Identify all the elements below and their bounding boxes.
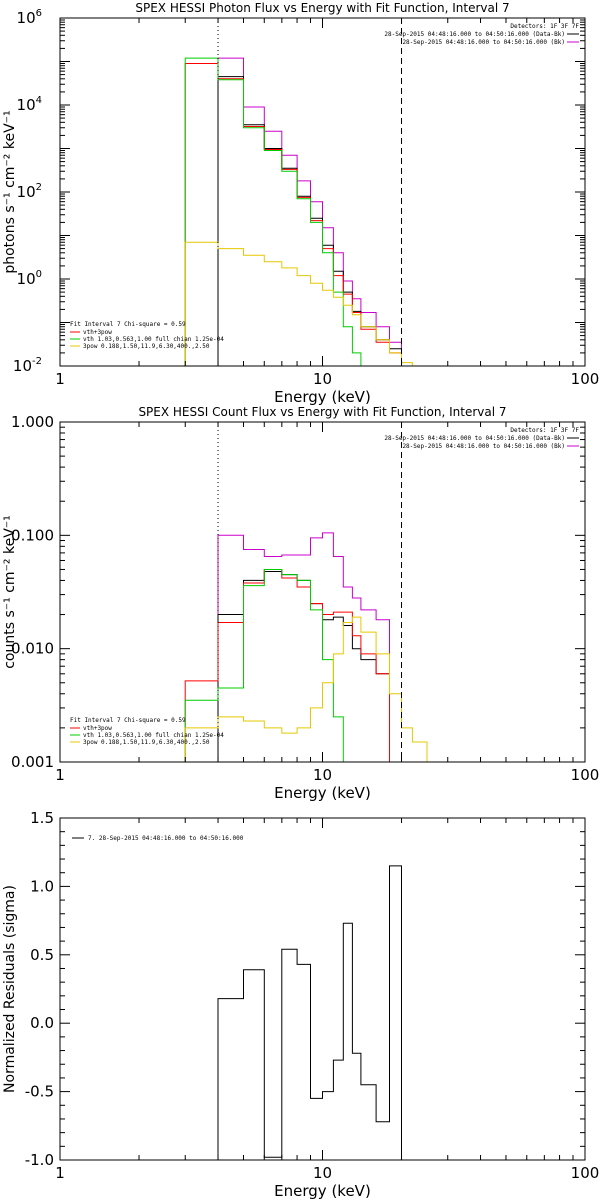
series-1-line xyxy=(217,865,402,1160)
series-5-line xyxy=(184,241,428,366)
y-tick-label: 0.5 xyxy=(30,946,54,964)
plot-frame xyxy=(59,17,586,367)
panel-3: 1 10 100 -1.0 -0.5 0.0 0.5 1.0 1.5 Energy (keV) No… xyxy=(2,809,599,1200)
x-tick-label: 10 xyxy=(313,370,332,388)
y-tick-label: 1.000 xyxy=(11,413,54,431)
series-group xyxy=(184,532,428,762)
x-tick-label: 1 xyxy=(55,370,65,388)
y-tick-label: 1.0 xyxy=(30,877,54,895)
fit-info-label: Fit Interval 7 Chi-square = 0.59 xyxy=(70,717,186,724)
y-tick-label: 10-2 xyxy=(13,356,42,375)
y-tick-label: 0.100 xyxy=(11,526,54,544)
y-tick-label: -1.0 xyxy=(25,1151,54,1169)
detectors-label: Detectors: 1F 3F 7F xyxy=(510,23,579,30)
x-tick-label: 1 xyxy=(55,1164,65,1182)
x-tick-label: 10 xyxy=(313,1164,332,1182)
fit-info-label: Fit Interval 7 Chi-square = 0.59 xyxy=(70,321,186,328)
y-tick-label: 100 xyxy=(17,269,42,288)
y-tick-label: 0.0 xyxy=(30,1014,54,1032)
y-tick-label: 0.010 xyxy=(11,640,54,658)
time-interval-label: 28-Sep-2015 04:48:16.000 to 04:50:16.000… xyxy=(384,31,565,38)
legend-entry: vth+3pow xyxy=(83,329,112,336)
x-tick-label: 100 xyxy=(571,766,600,784)
series-1-line xyxy=(217,532,402,762)
chart-title: SPEX HESSI Photon Flux vs Energy with Fi… xyxy=(135,1,509,15)
y-axis-label: counts s⁻¹ cm⁻² keV⁻¹ xyxy=(2,515,18,669)
legend-entry: 3pow 0.188,1.50,11.9,6.30,400.,2.50 xyxy=(83,343,210,350)
time-interval-label: 28-Sep-2015 04:48:16.000 to 04:50:16.000… xyxy=(402,443,565,450)
panel-1: 1 10 100 10-2 100 102 104 106 SPEX HESSI Photon … xyxy=(2,1,599,406)
series-5-line xyxy=(184,616,428,762)
chart-title: SPEX HESSI Count Flux vs Energy with Fit… xyxy=(138,405,506,419)
x-tick-label: 100 xyxy=(571,1164,600,1182)
time-interval-label: 28-Sep-2015 04:48:16.000 to 04:50:16.000… xyxy=(402,39,565,46)
legend-entry: 3pow 0.188,1.50,11.9,6.30,400.,2.50 xyxy=(83,739,210,746)
legend-entry: vth 1.03,0.563,1.00 full chian 1.25e-04 xyxy=(83,732,224,739)
series-1-line xyxy=(217,57,402,366)
legend-entry: 7. 28-Sep-2015 04:48:16.000 to 04:50:16.… xyxy=(88,835,244,842)
y-tick-label: 1.5 xyxy=(30,809,54,827)
plot-frame xyxy=(59,421,586,763)
legend-entry: vth+3pow xyxy=(83,725,112,732)
y-tick-label: 106 xyxy=(17,8,42,27)
x-tick-label: 100 xyxy=(571,370,600,388)
y-tick-label: 102 xyxy=(17,182,42,201)
time-interval-label: 28-Sep-2015 04:48:16.000 to 04:50:16.000… xyxy=(384,435,565,442)
legend-entry: vth 1.03,0.563,1.00 full chian 1.25e-04 xyxy=(83,336,224,343)
x-axis-label: Energy (keV) xyxy=(274,388,371,406)
x-axis-label: Energy (keV) xyxy=(274,784,371,802)
y-axis-label: Normalized Residuals (sigma) xyxy=(2,885,18,1093)
detectors-label: Detectors: 1F 3F 7F xyxy=(510,427,579,434)
y-tick-label: 0.001 xyxy=(11,753,54,771)
series-4-line xyxy=(184,57,362,366)
y-axis-label: photons s⁻¹ cm⁻² keV⁻¹ xyxy=(2,110,18,273)
series-group xyxy=(184,57,428,366)
series-4-line xyxy=(184,569,362,762)
series-2-line xyxy=(217,571,402,762)
y-tick-label: 104 xyxy=(17,95,42,114)
series-group xyxy=(217,865,402,1160)
x-axis-label: Energy (keV) xyxy=(274,1182,371,1200)
series-2-line xyxy=(217,76,402,366)
plot-frame xyxy=(59,817,586,1161)
panel-2: 1 10 100 0.001 0.010 0.100 1.000 SPEX HESSI Cou… xyxy=(2,405,599,802)
x-tick-label: 1 xyxy=(55,766,65,784)
x-tick-label: 10 xyxy=(313,766,332,784)
y-tick-label: -0.5 xyxy=(25,1083,54,1101)
